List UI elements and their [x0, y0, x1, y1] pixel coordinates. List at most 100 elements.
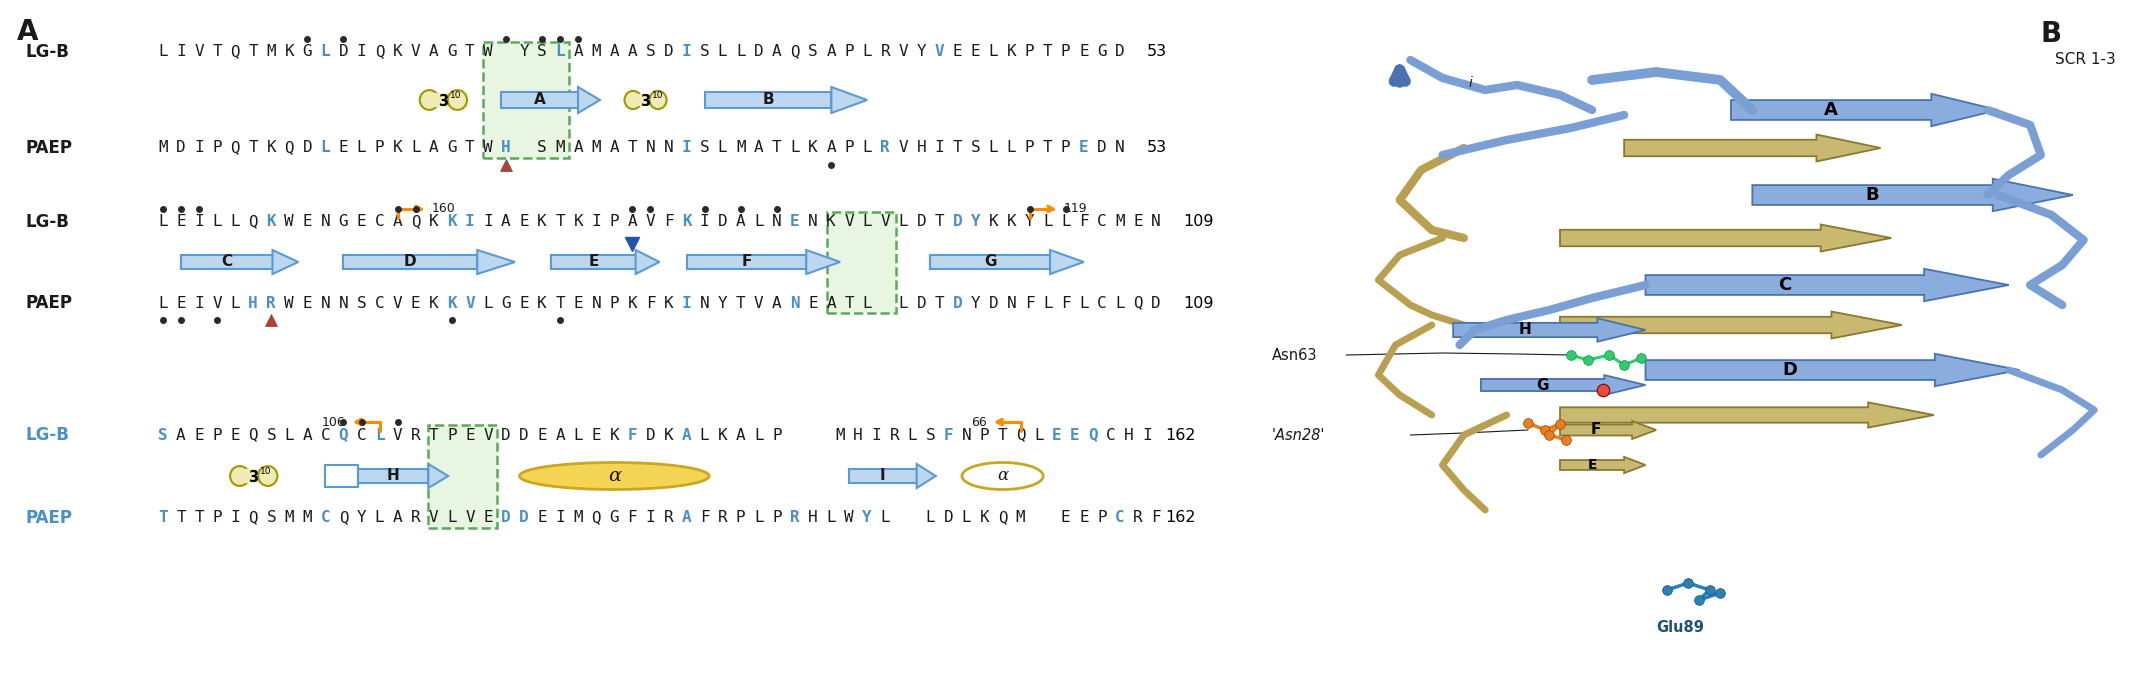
- Text: D: D: [917, 215, 925, 230]
- Text: Q: Q: [1088, 428, 1098, 443]
- Text: F: F: [1079, 215, 1088, 230]
- Text: A: A: [827, 141, 836, 155]
- Text: M: M: [735, 141, 746, 155]
- Text: 160: 160: [432, 202, 455, 215]
- Text: 3: 3: [248, 469, 259, 485]
- Text: P: P: [212, 511, 222, 526]
- Text: L: L: [447, 511, 457, 526]
- Text: α: α: [607, 467, 622, 485]
- Text: L: L: [863, 215, 872, 230]
- Text: LG-B: LG-B: [26, 43, 71, 61]
- Text: K: K: [682, 215, 692, 230]
- Text: L: L: [718, 45, 727, 60]
- Text: D: D: [754, 45, 763, 60]
- Text: V: V: [754, 295, 763, 310]
- Polygon shape: [427, 464, 449, 488]
- Ellipse shape: [259, 466, 278, 486]
- Text: P: P: [374, 141, 385, 155]
- Text: I: I: [175, 45, 186, 60]
- Polygon shape: [1560, 403, 1934, 428]
- Text: P: P: [735, 511, 746, 526]
- Polygon shape: [806, 250, 840, 274]
- Text: L: L: [212, 215, 222, 230]
- Text: C: C: [1116, 511, 1124, 526]
- Text: P: P: [844, 141, 855, 155]
- Text: L: L: [158, 215, 167, 230]
- Text: K: K: [979, 511, 989, 526]
- Text: L: L: [989, 45, 998, 60]
- Text: Q: Q: [791, 45, 799, 60]
- Text: A: A: [682, 511, 692, 526]
- Text: A: A: [628, 45, 637, 60]
- Text: W: W: [483, 141, 494, 155]
- Text: V: V: [880, 215, 889, 230]
- Text: PAEP: PAEP: [26, 509, 73, 527]
- Text: Q: Q: [284, 141, 295, 155]
- Text: I: I: [1141, 428, 1152, 443]
- Text: S: S: [267, 511, 276, 526]
- Text: Q: Q: [998, 511, 1007, 526]
- Text: T: T: [466, 45, 474, 60]
- Text: Q: Q: [231, 141, 239, 155]
- Text: PAEP: PAEP: [26, 139, 73, 157]
- Text: D: D: [502, 511, 511, 526]
- Text: K: K: [447, 215, 457, 230]
- FancyBboxPatch shape: [930, 255, 1049, 269]
- Text: L: L: [158, 295, 167, 310]
- Text: D: D: [665, 45, 673, 60]
- Text: D: D: [945, 511, 953, 526]
- Text: L: L: [321, 45, 331, 60]
- Text: D: D: [917, 295, 925, 310]
- Text: A: A: [827, 45, 836, 60]
- Text: L: L: [1116, 295, 1124, 310]
- Text: Y: Y: [917, 45, 925, 60]
- Text: N: N: [321, 295, 331, 310]
- Text: L: L: [1034, 428, 1043, 443]
- Text: P: P: [1096, 511, 1107, 526]
- Text: T: T: [194, 511, 203, 526]
- Text: P: P: [1060, 45, 1071, 60]
- Text: L: L: [898, 295, 908, 310]
- Text: F: F: [1152, 511, 1160, 526]
- Text: N: N: [1007, 295, 1017, 310]
- Text: H: H: [1519, 323, 1532, 337]
- Text: L: L: [357, 141, 365, 155]
- Text: F: F: [945, 428, 953, 443]
- Text: A: A: [393, 511, 402, 526]
- Text: E: E: [410, 295, 421, 310]
- Text: I: I: [872, 428, 880, 443]
- Text: K: K: [284, 45, 295, 60]
- Text: K: K: [609, 428, 620, 443]
- Text: V: V: [844, 215, 855, 230]
- Text: E: E: [1060, 511, 1071, 526]
- Text: L: L: [556, 45, 564, 60]
- Text: E: E: [1079, 511, 1088, 526]
- Text: M: M: [573, 511, 583, 526]
- Text: V: V: [898, 45, 908, 60]
- Text: LG-B: LG-B: [26, 426, 71, 444]
- Text: S: S: [699, 45, 709, 60]
- Text: V: V: [645, 215, 656, 230]
- Text: A: A: [430, 45, 438, 60]
- Text: L: L: [483, 295, 494, 310]
- Text: M: M: [556, 141, 564, 155]
- Text: T: T: [430, 428, 438, 443]
- Text: T: T: [735, 295, 746, 310]
- Text: E: E: [791, 215, 799, 230]
- Text: SCR 1-3: SCR 1-3: [2056, 52, 2116, 67]
- Text: T: T: [248, 45, 259, 60]
- Text: 3: 3: [639, 94, 650, 109]
- Text: A: A: [609, 141, 620, 155]
- Text: G: G: [447, 45, 457, 60]
- Text: K: K: [573, 215, 583, 230]
- Text: A: A: [17, 18, 38, 46]
- Text: E: E: [231, 428, 239, 443]
- Text: P: P: [609, 295, 620, 310]
- Text: I: I: [194, 141, 203, 155]
- Ellipse shape: [419, 90, 438, 110]
- Text: S: S: [267, 428, 276, 443]
- Text: LG-B: LG-B: [26, 213, 71, 231]
- Text: T: T: [1043, 45, 1054, 60]
- Text: I: I: [682, 141, 692, 155]
- Text: H: H: [917, 141, 925, 155]
